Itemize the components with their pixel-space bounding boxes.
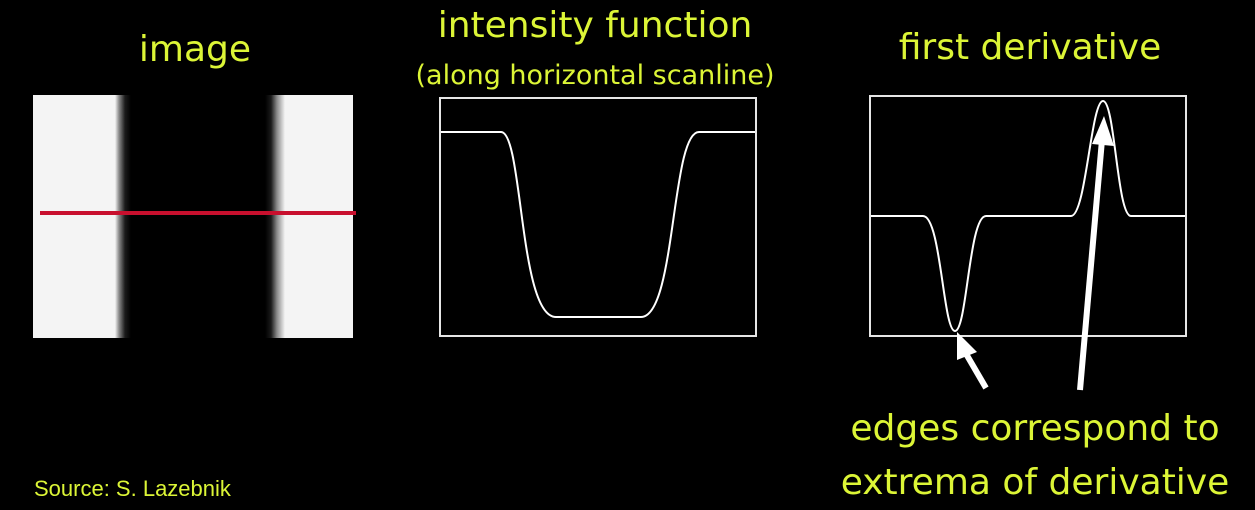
horizontal-scanline [40,211,356,215]
annotation-line-2: extrema of derivative [840,462,1230,503]
edge-image [33,95,353,338]
derivative-curve [871,99,1185,333]
intensity-title: intensity function [437,5,753,46]
arrow-min-icon [957,332,989,390]
derivative-title: first derivative [898,27,1162,68]
derivative-plot [869,95,1187,337]
annotation-line-1: edges correspond to [850,408,1220,449]
source-credit: Source: S. Lazebnik [34,476,231,501]
edge-annotation: edges correspond to extrema of derivativ… [820,402,1250,510]
intensity-subtitle: (along horizontal scanline) [415,60,775,91]
image-title: image [138,29,252,70]
arrow-max-icon [1077,116,1114,391]
intensity-curve [441,131,755,318]
intensity-plot [439,97,757,337]
